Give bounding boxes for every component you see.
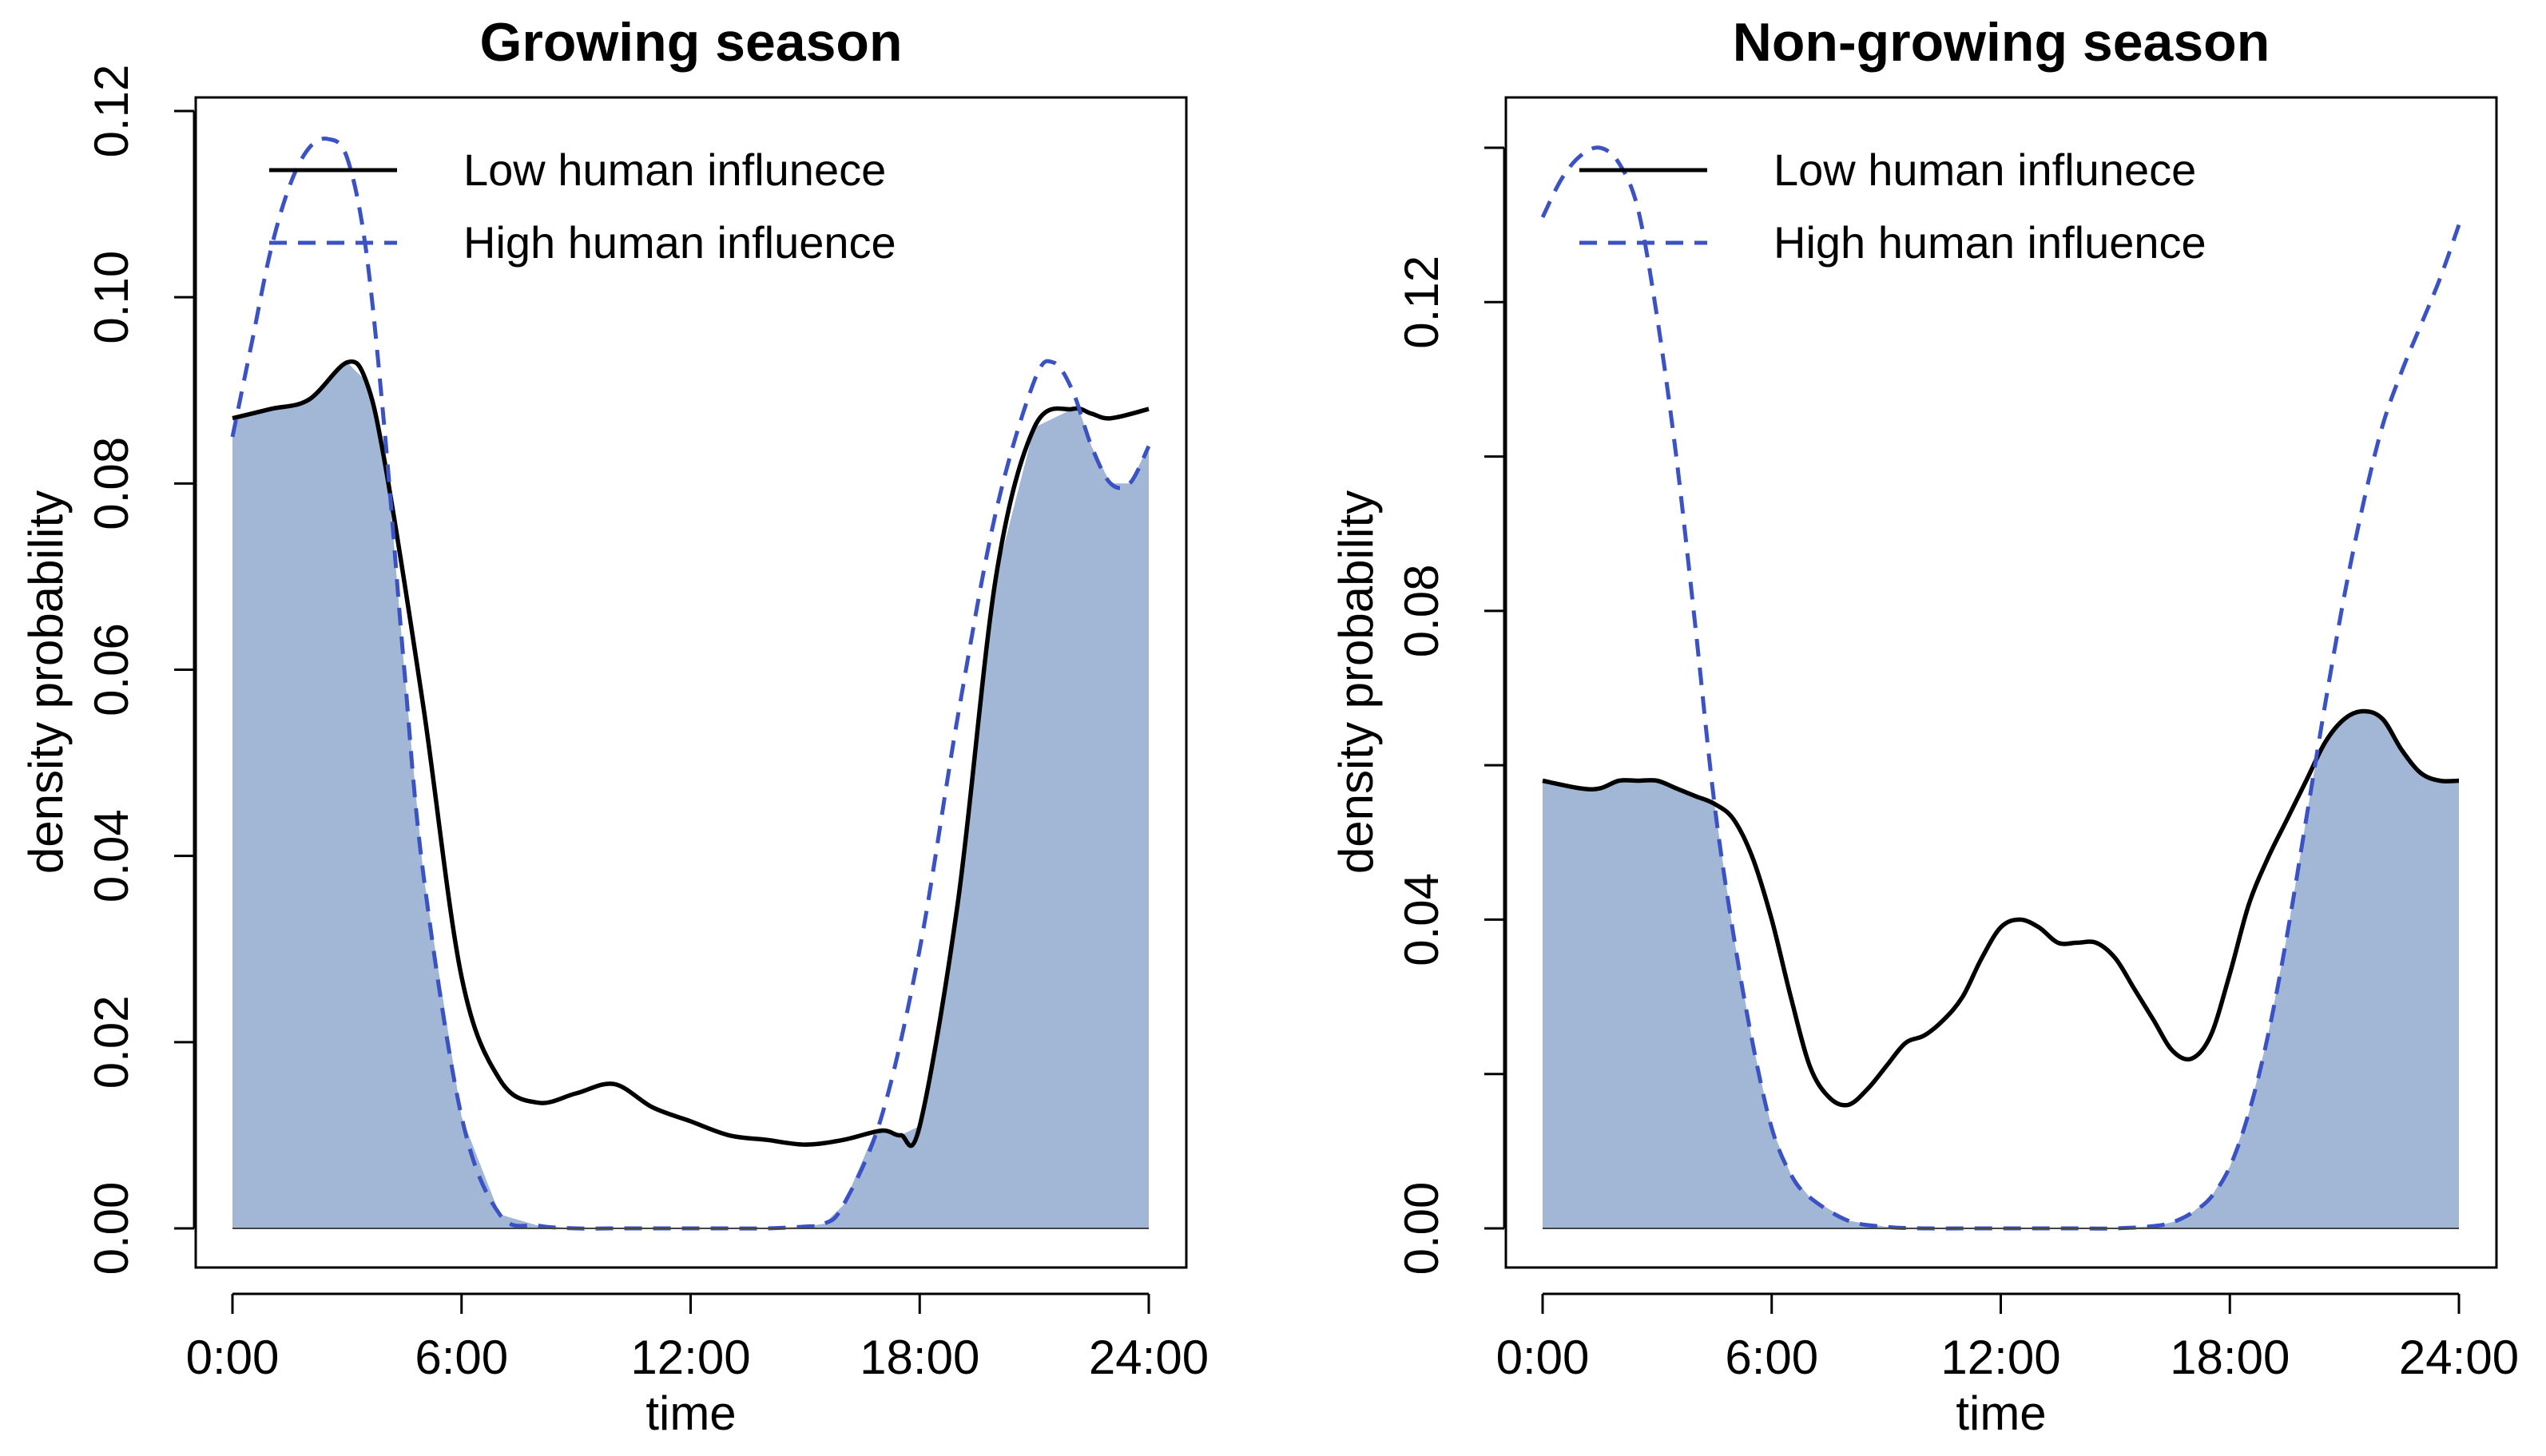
series-line-high-influence: [1540, 145, 2461, 1231]
x-tick-label: 0:00: [1496, 1331, 1590, 1384]
x-tick-label: 0:00: [186, 1331, 280, 1384]
y-tick-label: 0.04: [85, 809, 138, 903]
legend-label-high-influence: High human influence: [463, 217, 896, 268]
x-tick-label: 12:00: [630, 1331, 750, 1384]
y-tick-label: 0.00: [85, 1182, 138, 1275]
y-axis: 0.00 0.02 0.04 0.06 0.08 0.10 0.12: [85, 65, 196, 1275]
chart-title: Non-growing season: [1733, 12, 2270, 73]
series-line-low-influence: [1542, 708, 2460, 1108]
x-axis: 0:00 6:00 12:00 18:00 24:00: [186, 1292, 1209, 1384]
y-axis-label: density probability: [19, 490, 73, 874]
y-tick-label: 0.08: [85, 437, 138, 530]
x-tick-label: 12:00: [1940, 1331, 2060, 1384]
y-tick-label: 0.10: [85, 251, 138, 344]
overlap-area: [1543, 711, 2459, 1228]
x-axis-label: time: [645, 1387, 736, 1440]
y-tick-label: 0.00: [1395, 1182, 1448, 1275]
x-axis: 0:00 6:00 12:00 18:00 24:00: [1496, 1292, 2519, 1384]
legend-label-low-influence: Low human influnece: [1773, 145, 2196, 195]
legend-label-low-influence: Low human influnece: [463, 145, 886, 195]
x-tick-label: 18:00: [860, 1331, 979, 1384]
x-tick-label: 18:00: [2170, 1331, 2290, 1384]
y-axis-label: density probability: [1329, 490, 1383, 874]
x-tick-label: 24:00: [1089, 1331, 1209, 1384]
plot-frame: [194, 96, 1188, 1269]
non-growing-season-panel: Non-growing season 0:00 6:00 12:00 18:00 24:…: [1329, 12, 2519, 1440]
legend: Low human influnece High human influence: [269, 145, 896, 268]
x-axis-label: time: [1956, 1387, 2046, 1440]
x-tick-label: 6:00: [415, 1331, 508, 1384]
y-tick-label: 0.04: [1395, 873, 1448, 966]
y-tick-label: 0.02: [85, 995, 138, 1089]
plot-frame: [1504, 96, 2498, 1269]
legend-label-high-influence: High human influence: [1773, 217, 2206, 268]
y-tick-label: 0.12: [1395, 256, 1448, 349]
legend: Low human influnece High human influence: [1579, 145, 2206, 268]
series-line-low-influence: [232, 359, 1150, 1149]
series-line-high-influence: [230, 137, 1151, 1231]
y-tick-label: 0.12: [85, 65, 138, 158]
growing-season-panel: Growing season 0:00 6:00 12:00 18:00 24:00 0…: [19, 12, 1209, 1440]
chart-title: Growing season: [480, 12, 903, 73]
y-axis: 0.00 0.04 0.08 0.12: [1395, 146, 1506, 1275]
x-tick-label: 6:00: [1725, 1331, 1818, 1384]
x-tick-label: 24:00: [2399, 1331, 2519, 1384]
y-tick-label: 0.06: [85, 623, 138, 716]
y-tick-label: 0.08: [1395, 565, 1448, 658]
